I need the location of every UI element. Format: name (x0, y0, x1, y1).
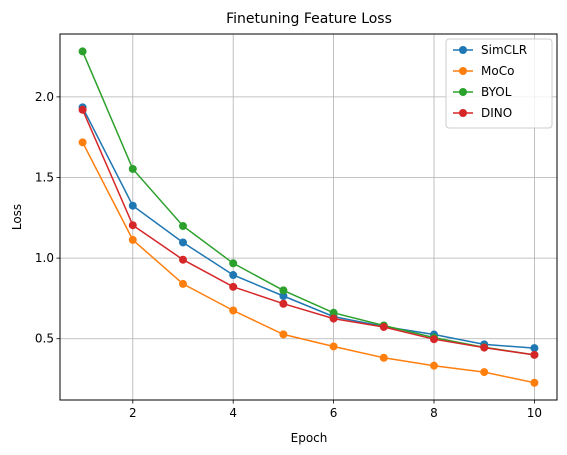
legend-box (445, 38, 553, 129)
series-moco (78, 138, 539, 387)
y-axis-label: Loss (10, 204, 24, 230)
data-point-moco (379, 353, 388, 362)
data-point-byol (78, 47, 87, 56)
series-dino (78, 105, 539, 359)
legend: SimCLR MoCo BYOL DINO (445, 38, 553, 129)
series-line-byol (81, 51, 535, 356)
data-point-moco (480, 368, 489, 377)
data-point-dino (329, 314, 338, 323)
data-point-simclr (128, 201, 137, 210)
data-point-moco (78, 138, 87, 147)
legend-item-moco: MoCo (453, 64, 514, 78)
legend-marker (459, 67, 467, 75)
x-tick-label: 6 (330, 406, 338, 420)
data-point-moco (229, 306, 238, 315)
grid-lines (60, 34, 557, 400)
data-point-dino (229, 282, 238, 291)
data-point-simclr (178, 238, 187, 247)
legend-item-dino: DINO (453, 106, 512, 120)
data-point-dino (78, 105, 87, 114)
legend-marker (459, 88, 467, 96)
series-line-moco (81, 141, 535, 384)
data-point-dino (178, 255, 187, 264)
series-line-simclr (81, 107, 535, 349)
data-point-dino (480, 343, 489, 352)
data-point-moco (329, 342, 338, 351)
data-point-byol (128, 164, 137, 173)
data-point-dino (530, 350, 539, 359)
x-tick-label: 10 (527, 406, 542, 420)
data-point-moco (279, 330, 288, 339)
legend-label: SimCLR (481, 43, 527, 57)
y-tick-label: 0.5 (35, 332, 54, 346)
y-tick-label: 1.5 (35, 170, 54, 184)
plot-frame (59, 33, 558, 401)
series-layer (78, 47, 539, 387)
legend-marker (459, 46, 467, 54)
x-tick-label: 8 (430, 406, 438, 420)
data-point-simclr (530, 344, 539, 353)
legend-item-simclr: SimCLR (453, 43, 527, 57)
y-tick-label: 1.0 (35, 251, 54, 265)
chart-title: Finetuning Feature Loss (226, 11, 392, 27)
data-point-moco (530, 378, 539, 387)
data-point-moco (128, 235, 137, 244)
data-point-moco (430, 361, 439, 370)
data-point-dino (279, 299, 288, 308)
legend-label: BYOL (481, 85, 512, 99)
data-point-byol (178, 222, 187, 231)
y-axis-ticks: 0.5 1.0 1.5 2.0 (35, 90, 60, 346)
legend-label: DINO (481, 106, 512, 120)
legend-marker (459, 109, 467, 117)
data-point-simclr (279, 292, 288, 301)
x-tick-label: 2 (129, 406, 137, 420)
data-point-dino (430, 335, 439, 344)
data-point-moco (178, 279, 187, 288)
data-point-dino (379, 322, 388, 331)
data-point-dino (128, 221, 137, 230)
legend-item-byol: BYOL (453, 85, 512, 99)
data-point-simclr (229, 271, 238, 280)
legend-label: MoCo (481, 64, 514, 78)
data-point-byol (229, 259, 238, 268)
x-tick-label: 4 (229, 406, 237, 420)
y-tick-label: 2.0 (35, 90, 54, 104)
series-line-dino (81, 109, 535, 356)
data-point-byol (279, 286, 288, 295)
data-point-byol (329, 308, 338, 317)
x-axis-ticks: 2 4 6 8 10 (129, 400, 542, 420)
x-axis-label: Epoch (291, 431, 328, 445)
